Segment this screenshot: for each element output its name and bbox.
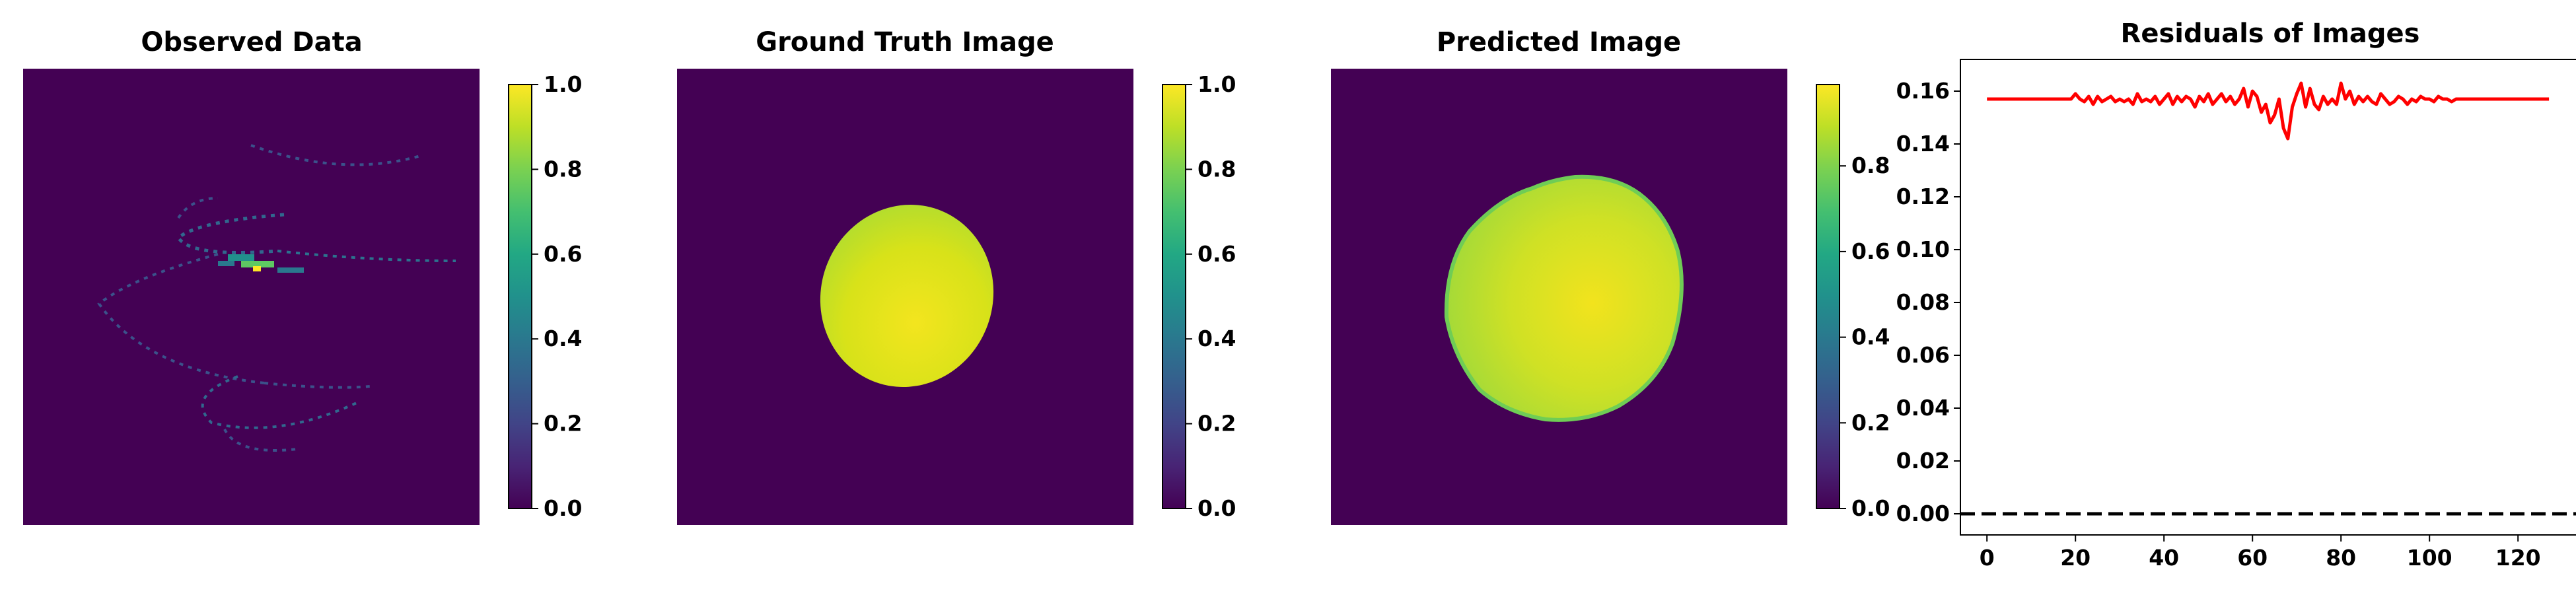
colorbar-tick-label: 0.2	[1851, 409, 1890, 435]
colorbar-ground-truth	[1163, 85, 1186, 509]
colorbar-ticks-observed: 0.0 0.2 0.4 0.6 0.8 1.0	[532, 71, 582, 521]
panel-predicted: Predicted Image 0.0 0.2 0.4 0.6 0.8	[1331, 27, 1890, 525]
colorbar-tick-label: 0.0	[1198, 495, 1236, 521]
colorbar-tick-label: 0.6	[1198, 241, 1236, 267]
y-tick-label: 0.00	[1896, 501, 1950, 526]
residuals-y-ticks: 0.00 0.02 0.04 0.06 0.08 0.10 0.12 0.14 0.16	[1896, 78, 1960, 526]
y-tick-label: 0.02	[1896, 448, 1950, 474]
y-tick-label: 0.08	[1896, 289, 1950, 315]
panel-observed-data: Observed Data 0.0 0.2 0.4 0.6 0.8 1.0	[23, 27, 582, 525]
colorbar-tick-label: 0.6	[1851, 238, 1890, 264]
colorbar-tick-label: 0.8	[544, 156, 582, 182]
y-tick-label: 0.16	[1896, 78, 1950, 104]
colorbar-tick-label: 0.8	[1851, 153, 1890, 178]
panel-ground-truth: Ground Truth Image 0.0 0.2 0.4 0.6 0.8 1.0	[677, 27, 1236, 525]
colorbar-tick-label: 1.0	[544, 71, 582, 97]
x-tick-label: 100	[2407, 545, 2452, 571]
colorbar-tick-label: 0.4	[544, 326, 582, 351]
y-tick-label: 0.12	[1896, 184, 1950, 209]
x-tick-label: 80	[2326, 545, 2356, 571]
y-tick-label: 0.04	[1896, 395, 1950, 421]
colorbar-tick-label: 1.0	[1198, 71, 1236, 97]
residuals-line	[1987, 83, 2549, 139]
panel-title-predicted: Predicted Image	[1437, 27, 1681, 57]
colorbar-tick-label: 0.4	[1198, 326, 1236, 351]
y-tick-label: 0.06	[1896, 342, 1950, 368]
x-tick-label: 40	[2149, 545, 2179, 571]
y-tick-label: 0.10	[1896, 236, 1950, 262]
x-tick-label: 60	[2237, 545, 2268, 571]
residuals-x-ticks: 0 20 40 60 80 100 120	[1980, 535, 2541, 571]
colorbar-tick-label: 0.2	[544, 411, 582, 437]
colorbar-observed	[509, 85, 532, 509]
x-tick-label: 20	[2060, 545, 2091, 571]
colorbar-tick-label: 0.0	[544, 495, 582, 521]
panel-title-observed: Observed Data	[141, 27, 362, 57]
colorbar-predicted	[1816, 85, 1840, 509]
colorbar-tick-label: 0.8	[1198, 156, 1236, 182]
colorbar-tick-label: 0.6	[544, 241, 582, 267]
panel-title-residuals: Residuals of Images	[2121, 18, 2420, 49]
x-tick-label: 0	[1980, 545, 1995, 571]
x-tick-label: 120	[2495, 545, 2541, 571]
colorbar-ticks-predicted: 0.0 0.2 0.4 0.6 0.8	[1840, 153, 1890, 521]
y-tick-label: 0.14	[1896, 131, 1950, 157]
colorbar-ticks-ground-truth: 0.0 0.2 0.4 0.6 0.8 1.0	[1186, 71, 1236, 521]
colorbar-tick-label: 0.2	[1198, 411, 1236, 437]
plot-area-residuals	[1960, 59, 2576, 535]
panel-residuals: Residuals of Images 0.00 0.02 0.04 0.06 0.08…	[1896, 18, 2576, 571]
residuals-series	[1960, 83, 2576, 514]
panel-title-ground-truth: Ground Truth Image	[756, 27, 1054, 57]
colorbar-tick-label: 0.4	[1851, 324, 1890, 350]
heatmap-observed	[23, 69, 480, 525]
colorbar-tick-label: 0.0	[1851, 495, 1890, 521]
